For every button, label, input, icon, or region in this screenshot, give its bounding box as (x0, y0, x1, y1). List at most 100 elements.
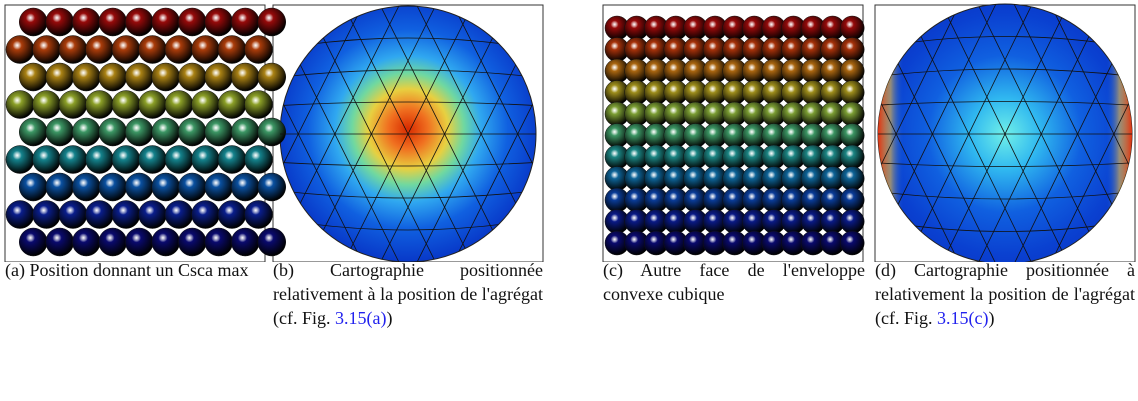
mesh-line (878, 162, 1132, 167)
sphere (839, 166, 865, 191)
mesh-line (977, 4, 1106, 262)
sphere (244, 145, 273, 174)
sphere (204, 172, 233, 202)
sphere (19, 62, 48, 92)
sphere (32, 35, 61, 64)
mesh-line (307, 6, 436, 262)
sphere (231, 7, 260, 37)
sphere (125, 62, 154, 92)
sphere (217, 90, 247, 119)
sphere (19, 7, 48, 37)
sphere (58, 90, 88, 119)
sphere (191, 200, 220, 229)
sphere (244, 200, 273, 229)
mesh-line (280, 69, 536, 78)
sphere (151, 172, 180, 202)
sphere (839, 144, 865, 170)
sphere (138, 35, 167, 64)
sphere (5, 90, 35, 119)
label: (d) (875, 260, 896, 280)
sphere (72, 117, 101, 147)
caption-a: (a) Position donnant un Csca max (5, 258, 267, 282)
sphere (164, 35, 194, 64)
sphere (191, 90, 220, 119)
sphere (231, 172, 260, 202)
sphere (32, 90, 61, 119)
sphere (111, 90, 141, 119)
sphere (151, 62, 180, 92)
sphere (164, 200, 194, 229)
sphere (72, 62, 101, 92)
sphere (231, 227, 260, 257)
sphere (111, 145, 141, 174)
label: (c) (603, 260, 623, 280)
caption-c: (c) Autre face de l'enveloppe convexe cu… (603, 258, 865, 306)
sphere (125, 227, 154, 257)
sphere (839, 15, 865, 41)
sphere (58, 35, 88, 64)
sphere (111, 200, 141, 229)
sphere (5, 145, 35, 174)
sphere (839, 123, 865, 148)
sphere (178, 117, 207, 147)
sphere (58, 145, 88, 174)
mesh-line (453, 6, 536, 262)
label: (a) (5, 260, 25, 280)
sphere (19, 172, 48, 202)
sphere (204, 62, 233, 92)
mesh-line (878, 68, 1132, 77)
sphere (231, 62, 260, 92)
sphere (45, 172, 74, 202)
sphere (45, 227, 74, 257)
sphere (125, 172, 154, 202)
sphere (125, 7, 154, 37)
mesh-line (280, 190, 536, 199)
sphere (257, 172, 286, 202)
sphere (98, 117, 127, 147)
sphere (839, 80, 865, 105)
map-d-edge (878, 4, 1132, 262)
caption-text: Cartographie positionnée relativement à … (273, 260, 544, 328)
sphere (191, 35, 220, 64)
sphere (204, 7, 233, 37)
sphere (151, 117, 180, 147)
caption-text: Cartographie positionnée à relativement … (875, 260, 1135, 328)
mesh-line (1049, 4, 1132, 262)
sphere (72, 7, 101, 37)
label: (b) (273, 260, 294, 280)
sphere (178, 62, 207, 92)
sphere (151, 7, 180, 37)
sphere (839, 37, 865, 62)
sphere (204, 227, 233, 257)
caption-close: ) (386, 308, 393, 328)
sphere (217, 200, 247, 229)
caption-d: (d) Cartographie positionnée à relativem… (875, 258, 1135, 330)
mesh-line (878, 4, 961, 262)
sphere (72, 172, 101, 202)
sphere (45, 117, 74, 147)
sphere (204, 117, 233, 147)
sphere (178, 7, 207, 37)
figure-ref[interactable]: 3.15(a) (335, 308, 387, 328)
sphere (244, 35, 273, 64)
sphere (839, 187, 865, 213)
sphere (164, 145, 194, 174)
caption-b: (b) Cartographie positionnée relativemen… (273, 258, 543, 330)
sphere (5, 200, 35, 229)
sphere (98, 172, 127, 202)
sphere (839, 209, 865, 234)
figure-ref[interactable]: 3.15(c) (937, 308, 989, 328)
sphere (125, 117, 154, 147)
sphere (98, 7, 127, 37)
sphere (257, 227, 286, 257)
mesh-line (878, 101, 1132, 106)
sphere (19, 117, 48, 147)
caption-close: ) (988, 308, 995, 328)
sphere (98, 227, 127, 257)
sphere (257, 62, 286, 92)
sphere (178, 227, 207, 257)
sphere (257, 7, 286, 37)
sphere (164, 90, 194, 119)
caption-text: Position donnant un Csca max (29, 260, 249, 280)
